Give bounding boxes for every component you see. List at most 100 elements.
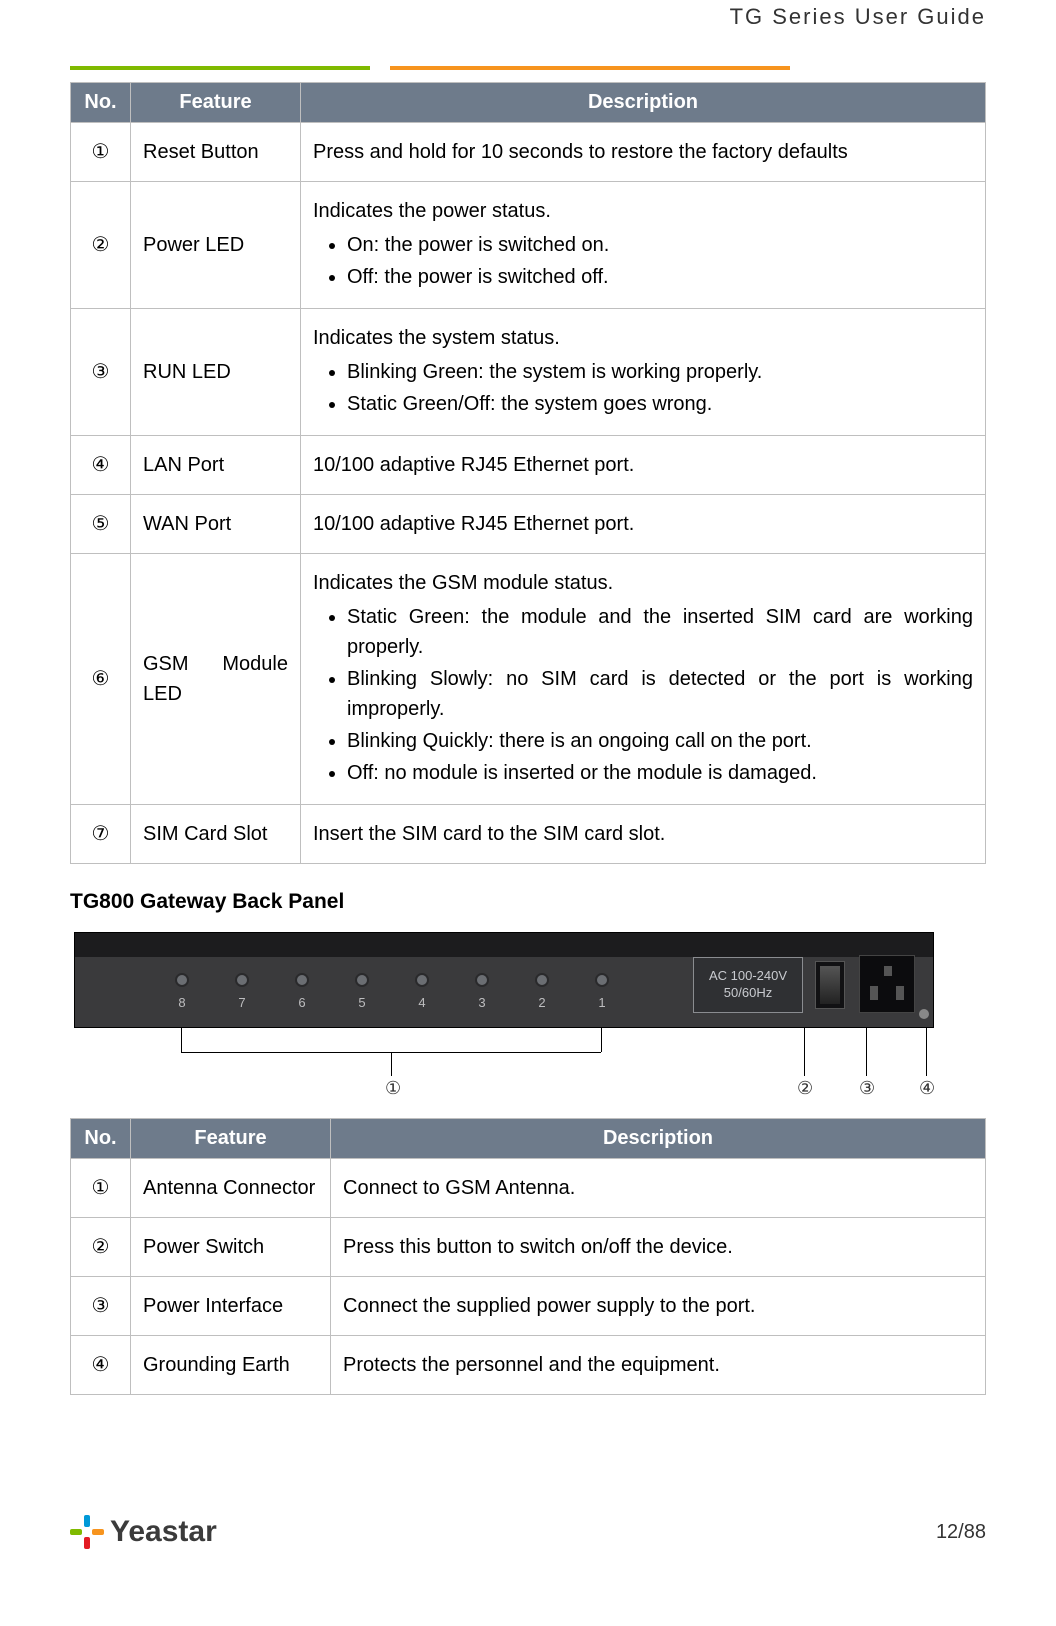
cell-no: ④	[71, 1336, 131, 1395]
th-no: No.	[71, 83, 131, 123]
table-row: ② Power LED Indicates the power status. …	[71, 182, 986, 309]
cell-no: ①	[71, 123, 131, 182]
ac-rating-label: AC 100-240V 50/60Hz	[693, 957, 803, 1013]
desc-intro: Indicates the power status.	[313, 196, 973, 226]
antenna-connector-icon	[355, 973, 369, 987]
desc-list: Blinking Green: the system is working pr…	[313, 357, 973, 419]
cell-no: ⑦	[71, 805, 131, 864]
page-header-title: TG Series User Guide	[70, 4, 986, 30]
power-switch-icon	[815, 961, 845, 1009]
panel-rect: 8 7 6 5 4 3 2 1 AC 100-240V 50/60Hz	[74, 932, 934, 1028]
list-item: On: the power is switched on.	[347, 230, 973, 260]
antenna-label: 8	[175, 995, 189, 1010]
section-heading: TG800 Gateway Back Panel	[70, 890, 986, 914]
antenna-label: 4	[415, 995, 429, 1010]
desc-list: On: the power is switched on. Off: the p…	[313, 230, 973, 292]
brand-logo: Yeastar	[70, 1515, 217, 1549]
antenna-label: 1	[595, 995, 609, 1010]
cell-desc: Insert the SIM card to the SIM card slot…	[301, 805, 986, 864]
page-footer: Yeastar 12/88	[70, 1515, 986, 1549]
th-feature: Feature	[131, 1119, 331, 1159]
back-panel-table: No. Feature Description ① Antenna Connec…	[70, 1118, 986, 1395]
callout-mark: ④	[919, 1078, 935, 1099]
antenna-connector-icon	[415, 973, 429, 987]
desc-intro: Indicates the system status.	[313, 323, 973, 353]
cell-feature: WAN Port	[131, 495, 301, 554]
cell-feature: SIM Card Slot	[131, 805, 301, 864]
header-rule	[70, 66, 986, 70]
list-item: Static Green/Off: the system goes wrong.	[347, 389, 973, 419]
list-item: Off: no module is inserted or the module…	[347, 758, 973, 788]
antenna-connector-icon	[595, 973, 609, 987]
antenna-label: 7	[235, 995, 249, 1010]
list-item: Blinking Green: the system is working pr…	[347, 357, 973, 387]
table-row: ① Antenna Connector Connect to GSM Anten…	[71, 1159, 986, 1218]
antenna-connector-icon	[475, 973, 489, 987]
antenna-label: 2	[535, 995, 549, 1010]
cell-desc: Indicates the GSM module status. Static …	[301, 554, 986, 805]
list-item: Blinking Quickly: there is an ongoing ca…	[347, 726, 973, 756]
table-row: ① Reset Button Press and hold for 10 sec…	[71, 123, 986, 182]
logo-icon	[70, 1515, 104, 1549]
cell-no: ③	[71, 309, 131, 436]
antenna-connector-icon	[175, 973, 189, 987]
th-description: Description	[331, 1119, 986, 1159]
th-no: No.	[71, 1119, 131, 1159]
cell-no: ②	[71, 1218, 131, 1277]
cell-feature: Power LED	[131, 182, 301, 309]
th-description: Description	[301, 83, 986, 123]
brand-name: Yeastar	[110, 1515, 217, 1549]
cell-feature: Power Switch	[131, 1218, 331, 1277]
cell-feature: LAN Port	[131, 436, 301, 495]
cell-no: ①	[71, 1159, 131, 1218]
cell-no: ②	[71, 182, 131, 309]
table-row: ② Power Switch Press this button to swit…	[71, 1218, 986, 1277]
table-row: ③ Power Interface Connect the supplied p…	[71, 1277, 986, 1336]
cell-desc: Connect the supplied power supply to the…	[331, 1277, 986, 1336]
table-row: ⑤ WAN Port 10/100 adaptive RJ45 Ethernet…	[71, 495, 986, 554]
page: TG Series User Guide No. Feature Descrip…	[0, 0, 1056, 1579]
cell-desc: 10/100 adaptive RJ45 Ethernet port.	[301, 495, 986, 554]
antenna-connector-icon	[235, 973, 249, 987]
callout-lines: ① ② ③ ④	[74, 1028, 944, 1098]
cell-desc: Press this button to switch on/off the d…	[331, 1218, 986, 1277]
cell-desc: Indicates the power status. On: the powe…	[301, 182, 986, 309]
callout-mark: ①	[385, 1078, 401, 1099]
cell-feature: Grounding Earth	[131, 1336, 331, 1395]
cell-no: ④	[71, 436, 131, 495]
cell-feature: RUN LED	[131, 309, 301, 436]
front-panel-table: No. Feature Description ① Reset Button P…	[70, 82, 986, 864]
table-row: ③ RUN LED Indicates the system status. B…	[71, 309, 986, 436]
cell-desc: Connect to GSM Antenna.	[331, 1159, 986, 1218]
cell-feature: Antenna Connector	[131, 1159, 331, 1218]
list-item: Blinking Slowly: no SIM card is detected…	[347, 664, 973, 724]
cell-no: ⑥	[71, 554, 131, 805]
table-row: ⑥ GSM Module LED Indicates the GSM modul…	[71, 554, 986, 805]
cell-desc: Protects the personnel and the equipment…	[331, 1336, 986, 1395]
antenna-label: 6	[295, 995, 309, 1010]
cell-desc: Indicates the system status. Blinking Gr…	[301, 309, 986, 436]
th-feature: Feature	[131, 83, 301, 123]
cell-feature: GSM Module LED	[131, 554, 301, 805]
ac-line2: 50/60Hz	[694, 985, 802, 1002]
ac-line1: AC 100-240V	[694, 968, 802, 985]
desc-list: Static Green: the module and the inserte…	[313, 602, 973, 788]
antenna-label: 5	[355, 995, 369, 1010]
antenna-connector-icon	[535, 973, 549, 987]
antenna-label: 3	[475, 995, 489, 1010]
antenna-connector-icon	[295, 973, 309, 987]
page-number: 12/88	[936, 1521, 986, 1544]
desc-intro: Indicates the GSM module status.	[313, 568, 973, 598]
list-item: Static Green: the module and the inserte…	[347, 602, 973, 662]
callout-mark: ③	[859, 1078, 875, 1099]
power-socket-icon	[859, 955, 915, 1013]
table-row: ④ Grounding Earth Protects the personnel…	[71, 1336, 986, 1395]
back-panel-figure: 8 7 6 5 4 3 2 1 AC 100-240V 50/60Hz	[70, 932, 986, 1098]
cell-feature: Reset Button	[131, 123, 301, 182]
cell-no: ③	[71, 1277, 131, 1336]
cell-no: ⑤	[71, 495, 131, 554]
callout-mark: ②	[797, 1078, 813, 1099]
table-row: ④ LAN Port 10/100 adaptive RJ45 Ethernet…	[71, 436, 986, 495]
grounding-earth-icon	[919, 1009, 929, 1019]
cell-desc: Press and hold for 10 seconds to restore…	[301, 123, 986, 182]
